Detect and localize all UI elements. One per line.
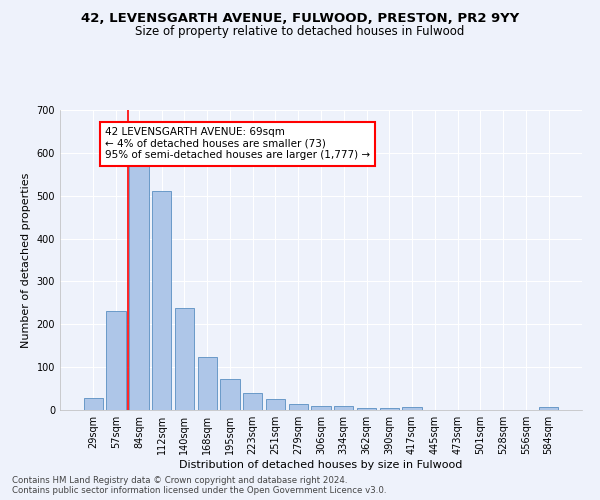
Bar xyxy=(266,399,285,410)
Bar xyxy=(106,310,126,410)
Text: Contains HM Land Registry data © Crown copyright and database right 2024.: Contains HM Land Registry data © Crown c… xyxy=(12,476,347,485)
Text: Contains public sector information licensed under the Open Government Licence v3: Contains public sector information licen… xyxy=(12,486,386,495)
Y-axis label: Number of detached properties: Number of detached properties xyxy=(21,172,31,348)
Bar xyxy=(403,406,422,410)
Bar xyxy=(220,379,239,410)
Text: 42, LEVENSGARTH AVENUE, FULWOOD, PRESTON, PR2 9YY: 42, LEVENSGARTH AVENUE, FULWOOD, PRESTON… xyxy=(81,12,519,26)
Bar xyxy=(129,164,149,410)
Bar xyxy=(175,308,194,410)
Bar xyxy=(380,408,399,410)
Bar xyxy=(289,404,308,410)
Bar xyxy=(334,406,353,410)
Bar xyxy=(243,393,262,410)
Bar xyxy=(152,192,172,410)
Bar xyxy=(311,406,331,410)
Bar xyxy=(84,398,103,410)
X-axis label: Distribution of detached houses by size in Fulwood: Distribution of detached houses by size … xyxy=(179,460,463,470)
Text: 42 LEVENSGARTH AVENUE: 69sqm
← 4% of detached houses are smaller (73)
95% of sem: 42 LEVENSGARTH AVENUE: 69sqm ← 4% of det… xyxy=(105,127,370,160)
Bar xyxy=(539,407,558,410)
Text: Size of property relative to detached houses in Fulwood: Size of property relative to detached ho… xyxy=(136,25,464,38)
Bar xyxy=(357,408,376,410)
Bar xyxy=(197,358,217,410)
